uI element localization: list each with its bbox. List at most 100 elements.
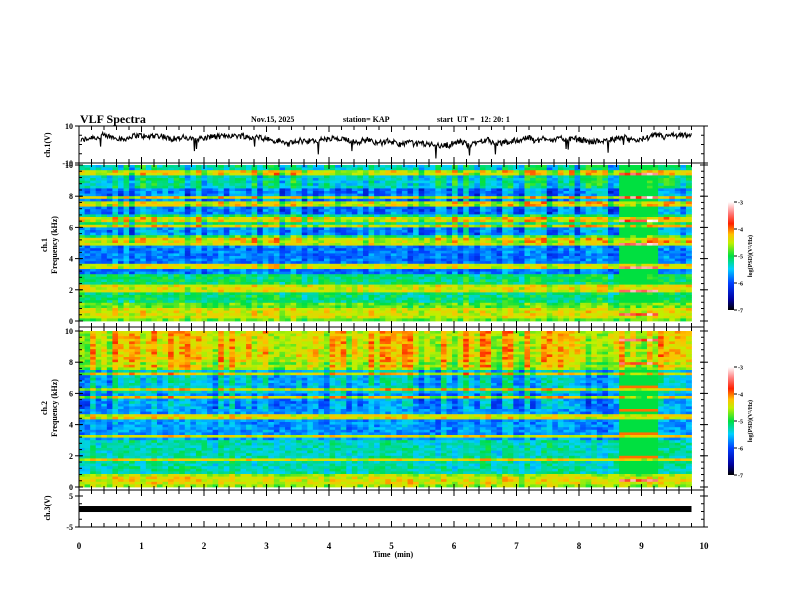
- ch1-spectrogram-cell: [335, 191, 342, 194]
- ch1-spectrogram-cell: [173, 227, 180, 231]
- ch1-spectrogram-cell: [101, 253, 108, 257]
- ch1-spectrogram-cell: [368, 261, 375, 265]
- ch1-spectrogram-cell: [307, 232, 314, 236]
- ch1-spectrogram-cell: [129, 256, 136, 259]
- ch1-spectrogram-cell: [257, 178, 264, 181]
- ch1-spectrogram-cell: [630, 274, 637, 278]
- ch1-spectrogram-cell: [179, 258, 186, 262]
- ch1-spectrogram-cell: [413, 240, 420, 244]
- ch1-spectrogram-cell: [552, 227, 559, 231]
- ch1-spectrogram-cell: [607, 211, 614, 215]
- ch1-spectrogram-cell: [429, 243, 436, 246]
- ch1-spectrogram-cell: [463, 209, 470, 213]
- ch1-spectrogram-cell: [251, 224, 258, 228]
- ch1-spectrogram-cell: [385, 227, 392, 231]
- ch1-spectrogram-cell: [351, 170, 358, 174]
- ch1-spectrogram-cell: [279, 263, 286, 267]
- ch1-spectrogram-cell: [569, 250, 575, 254]
- ch1-spectrogram-cell: [218, 178, 225, 181]
- ch1-spectrogram-cell: [385, 258, 392, 262]
- ch1-spectrogram-cell: [318, 230, 325, 233]
- ch1-spectrogram-cell: [173, 165, 180, 168]
- ch1-spectrogram-cell: [385, 165, 392, 168]
- ch1-spectrogram-cell: [145, 279, 152, 283]
- ch1-spectrogram-cell: [268, 185, 275, 189]
- ch1-spectrogram-cell: [112, 263, 119, 267]
- ch1-spectrogram-cell: [680, 248, 687, 252]
- ch1-spectrogram-cell: [413, 230, 420, 233]
- ch1-spectrogram-cell: [307, 204, 314, 207]
- ch1-spectrogram-cell: [596, 209, 603, 213]
- ch1-spectrogram-cell: [569, 243, 575, 246]
- ch1-spectrogram-cell: [574, 178, 581, 181]
- ch1-spectrogram-cell: [669, 261, 676, 265]
- ch1-spectrogram-cell: [474, 258, 481, 262]
- ch1-spectrogram-cell: [396, 217, 403, 220]
- ch1-spectrogram-cell: [134, 279, 141, 283]
- ch1-spectrogram-cell: [223, 198, 230, 202]
- ch1-spectrogram-cell: [390, 219, 397, 223]
- ch1-spectrogram-cell: [379, 261, 386, 265]
- ch1-spectrogram-cell: [396, 232, 403, 236]
- ch1-spectrogram-cell: [546, 211, 553, 215]
- ch1-spectrogram-cell: [440, 206, 447, 210]
- ch1-spectrogram-cell: [646, 178, 653, 181]
- ch1-spectrogram-cell: [596, 230, 603, 233]
- ch1-spectrogram-cell: [151, 167, 158, 171]
- ch1-spectrogram-cell: [452, 245, 459, 249]
- ch1-spectrogram-cell: [268, 180, 275, 184]
- ch1-spectrogram-cell: [190, 185, 197, 189]
- ch1-spectrogram-cell: [413, 217, 420, 220]
- ch1-spectrogram-cell: [658, 230, 665, 233]
- ch1-spectrogram-cell: [491, 165, 498, 168]
- ch1-spectrogram-cell: [145, 232, 152, 236]
- ch1-spectrogram-cell: [201, 248, 208, 252]
- ch1-spectrogram-cell: [324, 193, 330, 197]
- ch1-spectrogram-cell: [546, 222, 553, 226]
- ch1-spectrogram-cell: [557, 165, 564, 168]
- ch1-spectrogram-cell: [452, 193, 459, 197]
- ch1-spectrogram-cell: [663, 230, 670, 233]
- ch1-spectrogram-cell: [223, 258, 230, 262]
- ch1-spectrogram-cell: [585, 196, 592, 200]
- ch1-spectrogram-cell: [368, 196, 375, 200]
- ch1-spectrogram-cell: [635, 206, 642, 210]
- ch1-spectrogram-cell: [212, 261, 219, 265]
- ch1-spectrogram-cell: [407, 214, 414, 218]
- ch1-spectrogram-cell: [429, 276, 436, 280]
- ch1-spectrogram-cell: [507, 261, 514, 265]
- ch1-spectrogram-cell: [101, 266, 108, 270]
- ch1-spectrogram-cell: [385, 243, 392, 246]
- ch1-spectrogram-cell: [440, 211, 447, 215]
- ch1-spectrogram-cell: [496, 261, 503, 265]
- ch1-spectrogram-cell: [368, 209, 375, 213]
- ch1-spectrogram-cell: [101, 172, 108, 176]
- ch1-spectrogram-cell: [101, 167, 108, 171]
- ch1-spectrogram-cell: [479, 214, 486, 218]
- ch1-spectrogram-cell: [151, 258, 158, 262]
- ch1-spectrogram-cell: [145, 198, 152, 202]
- ch1-spectrogram-cell: [658, 243, 665, 246]
- ch1-spectrogram-cell: [507, 196, 514, 200]
- ch1-spectrogram-cell: [646, 180, 653, 184]
- ch1-spectrogram-cell: [123, 178, 130, 181]
- ch1-spectrogram-cell: [362, 209, 369, 213]
- ch1-spectrogram-cell: [234, 224, 241, 228]
- ch1-spectrogram-cell: [546, 256, 553, 259]
- ch1-spectrogram-cell: [507, 209, 514, 213]
- ch1-spectrogram-cell: [619, 183, 626, 187]
- ch1-spectrogram-cell: [117, 217, 124, 220]
- ch1-spectrogram-cell: [513, 263, 520, 267]
- ch1-spectrogram-cell: [524, 222, 531, 226]
- ch1-spectrogram-cell: [513, 172, 520, 176]
- ch1-spectrogram-cell: [179, 172, 186, 176]
- ch1-spectrogram-cell: [440, 175, 447, 179]
- ch1-spectrogram-cell: [106, 198, 113, 202]
- ch1-spectrogram-cell: [329, 178, 336, 181]
- ch1-spectrogram-cell: [190, 240, 197, 244]
- ch1-spectrogram-cell: [390, 170, 397, 174]
- ch1-spectrogram-cell: [151, 222, 158, 226]
- ch1-spectrogram-cell: [646, 196, 653, 200]
- ch1-spectrogram-cell: [624, 170, 631, 174]
- ch1-spectrogram-cell: [218, 185, 225, 189]
